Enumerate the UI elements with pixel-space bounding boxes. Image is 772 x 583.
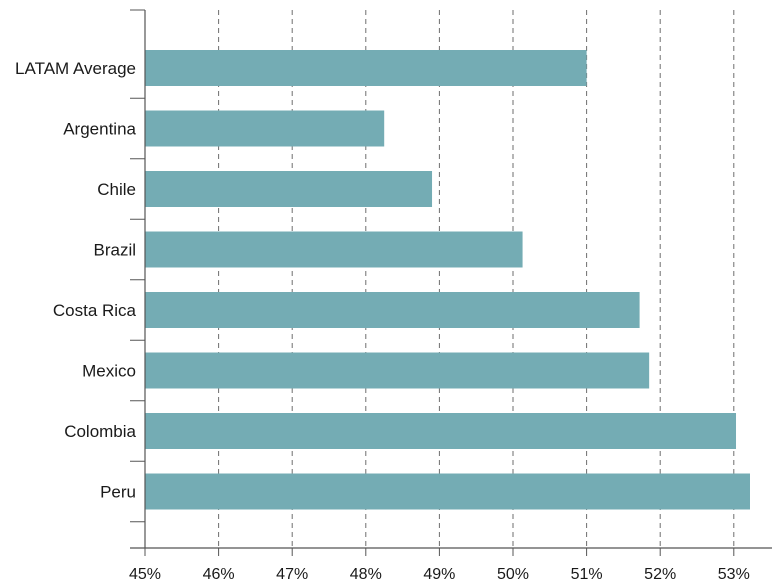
bars (145, 50, 750, 510)
category-label: Mexico (82, 362, 136, 381)
category-label: Brazil (93, 241, 136, 260)
x-tick-label: 47% (276, 566, 308, 583)
x-tick-label: 45% (129, 566, 161, 583)
category-label: LATAM Average (15, 59, 136, 78)
bar (145, 50, 587, 86)
bar (145, 473, 750, 510)
category-label: Argentina (63, 120, 136, 139)
x-tick-label: 49% (423, 566, 455, 583)
x-tick-label: 50% (497, 566, 529, 583)
bar (145, 231, 523, 268)
bar (145, 352, 650, 389)
bar (145, 413, 737, 449)
gridlines (218, 10, 735, 548)
x-tick-label: 48% (350, 566, 382, 583)
x-tick-labels: 45% 46% 47% 48% 49% 50% 51% 52% 53% (129, 566, 750, 583)
category-label: Costa Rica (53, 301, 137, 320)
bar (145, 171, 433, 207)
category-label: Chile (97, 180, 136, 199)
category-label: Peru (100, 483, 136, 502)
category-labels: LATAM Average Argentina Chile Brazil Costa R… (15, 59, 136, 502)
bar (145, 110, 385, 147)
x-tick-label: 53% (718, 566, 750, 583)
x-tick-label: 46% (203, 566, 235, 583)
category-label: Colombia (64, 422, 136, 441)
x-tick-label: 51% (571, 566, 603, 583)
axes (130, 9, 772, 556)
x-tick-label: 52% (644, 566, 676, 583)
bar (145, 292, 640, 328)
